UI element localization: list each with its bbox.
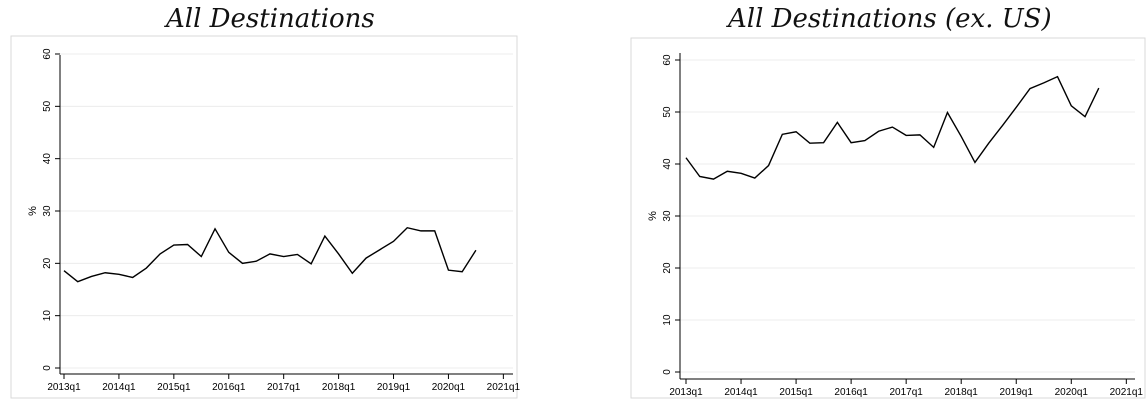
x-tick-label: 2018q1 <box>945 387 979 398</box>
y-axis-title: % <box>647 211 659 221</box>
y-tick-label: 20 <box>42 257 53 269</box>
y-tick-label: 0 <box>662 369 673 375</box>
x-tick-label: 2016q1 <box>834 387 868 398</box>
x-tick-label: 2019q1 <box>377 382 411 393</box>
y-tick-label: 10 <box>42 310 53 322</box>
y-tick-label: 40 <box>662 158 673 170</box>
x-tick-label: 2020q1 <box>432 382 466 393</box>
y-tick-label: 60 <box>662 54 673 66</box>
x-tick-label: 2013q1 <box>47 382 81 393</box>
y-tick-label: 60 <box>42 48 53 60</box>
x-tick-label: 2021q1 <box>487 382 521 393</box>
x-tick-label: 2017q1 <box>267 382 301 393</box>
y-tick-label: 50 <box>662 106 673 118</box>
chart-title-left: All Destinations <box>166 4 375 34</box>
y-tick-label: 50 <box>42 100 53 112</box>
chart-1: 0 10 20 30 40 50 60 2013q1 2014q1 2015q1 2016q1 201… <box>630 37 1146 399</box>
series-line <box>63 226 477 283</box>
chart-title-right: All Destinations (ex. US) <box>728 4 1052 34</box>
y-axis-title: % <box>27 206 39 216</box>
x-tick-label: 2013q1 <box>669 387 703 398</box>
y-tick-label: 20 <box>662 262 673 274</box>
y-tick-label: 10 <box>662 314 673 326</box>
y-tick-label: 30 <box>662 210 673 222</box>
x-tick-label: 2015q1 <box>157 382 191 393</box>
x-tick-label: 2016q1 <box>212 382 246 393</box>
x-tick-label: 2021q1 <box>1110 387 1144 398</box>
x-tick-label: 2015q1 <box>779 387 813 398</box>
x-tick-label: 2014q1 <box>724 387 758 398</box>
y-tick-label: 0 <box>42 365 53 371</box>
x-tick-label: 2018q1 <box>322 382 356 393</box>
x-tick-label: 2014q1 <box>102 382 136 393</box>
chart-frame <box>630 37 1146 399</box>
x-tick-label: 2017q1 <box>889 387 923 398</box>
x-tick-label: 2020q1 <box>1055 387 1089 398</box>
chart-frame <box>10 35 518 399</box>
x-tick-label: 2019q1 <box>1000 387 1034 398</box>
chart-0: 0 10 20 30 40 50 60 2013q1 2014q1 2015q1 2016q1 201… <box>10 35 521 399</box>
y-tick-label: 40 <box>42 153 53 165</box>
y-tick-label: 30 <box>42 205 53 217</box>
